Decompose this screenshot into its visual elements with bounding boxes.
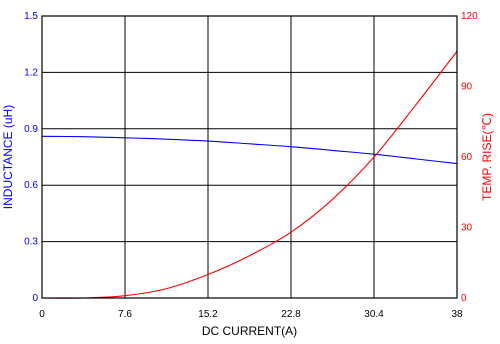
y-left-tick-label: 0 xyxy=(32,293,38,304)
y-right-tick-label: 30 xyxy=(461,223,473,234)
x-tick-label: 38 xyxy=(451,309,463,320)
x-axis-title: DC CURRENT(A) xyxy=(202,324,297,338)
inductance-line xyxy=(41,135,458,165)
y-left-tick-labels: 0 0.3 0.6 0.9 1.2 1.5 xyxy=(24,11,38,304)
temp-rise-line xyxy=(41,50,458,299)
y-left-tick-label: 0.6 xyxy=(24,180,38,191)
y-left-tick-label: 0.3 xyxy=(24,237,38,248)
y-right-tick-labels: 0 30 60 90 120 xyxy=(461,11,478,304)
y-right-tick-label: 60 xyxy=(461,152,473,163)
y-left-tick-label: 0.9 xyxy=(24,124,38,135)
y-left-axis-title: INDUCTANCE (uH) xyxy=(1,105,15,209)
x-tick-label: 22.8 xyxy=(281,309,301,320)
y-right-tick-label: 120 xyxy=(461,11,478,22)
x-tick-label: 0 xyxy=(39,309,45,320)
y-right-tick-label: 90 xyxy=(461,82,473,93)
x-tick-label: 30.4 xyxy=(364,309,384,320)
y-left-tick-label: 1.2 xyxy=(24,67,38,78)
series-layer xyxy=(41,50,458,299)
y-right-tick-label: 0 xyxy=(461,293,467,304)
y-left-tick-label: 1.5 xyxy=(24,11,38,22)
x-tick-label: 7.6 xyxy=(118,309,132,320)
x-tick-label: 15.2 xyxy=(198,309,218,320)
plot-frame xyxy=(41,15,458,299)
x-tick-labels: 0 7.6 15.2 22.8 30.4 38 xyxy=(39,309,463,320)
y-right-axis-title: TEMP. RISE(℃) xyxy=(480,113,494,201)
